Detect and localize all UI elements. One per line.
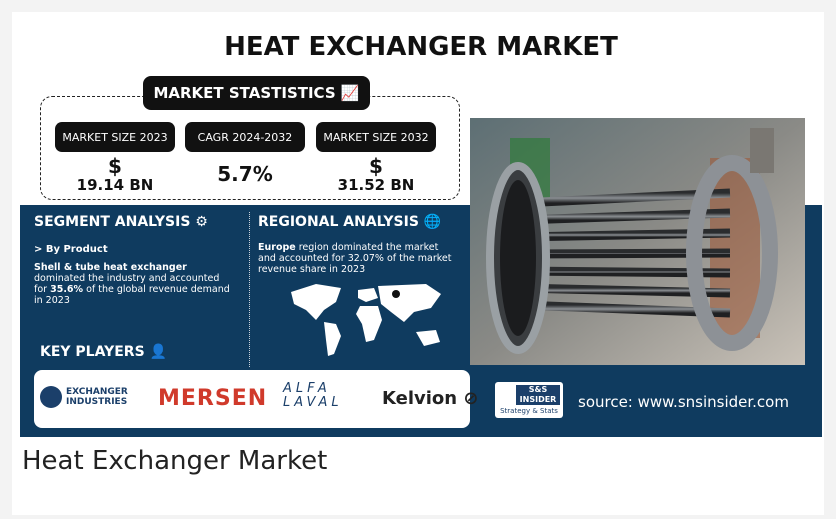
source: source: www.snsinsider.com [578, 393, 789, 411]
stat-label: MARKET SIZE 2032 [316, 122, 436, 152]
brand-tagline: Strategy & Stats [497, 407, 561, 415]
stat-label: CAGR 2024-2032 [185, 122, 305, 152]
caption: Heat Exchanger Market [22, 446, 327, 476]
photo [470, 118, 805, 365]
stat-symbol: $ [316, 154, 436, 178]
stats-heading: MARKET STASTISTICS 📈 [143, 76, 370, 110]
logo-kelvion: Kelvion ⊘ [382, 388, 478, 409]
text-run: Europe [258, 242, 296, 253]
title: HEAT EXCHANGER MARKET [20, 32, 822, 62]
stat-symbol: $ [55, 154, 175, 178]
logo-icon [40, 386, 62, 408]
page: HEAT EXCHANGER MARKET MARKET STASTISTICS… [0, 0, 836, 519]
segment-heading: SEGMENT ANALYSIS ⚙ [34, 214, 208, 230]
stat-label: MARKET SIZE 2023 [55, 122, 175, 152]
logo-text: LAVAL [283, 396, 343, 410]
logo-mersen: MERSEN [158, 386, 267, 411]
stats-heading-text: MARKET STASTISTICS [153, 84, 335, 102]
divider [249, 212, 250, 367]
brand-name: S&S INSIDER [516, 385, 560, 405]
text-run: 35.6% [50, 284, 83, 295]
logo-text: Kelvion [382, 388, 457, 409]
stat-value: 5.7% [185, 162, 305, 186]
regional-heading: REGIONAL ANALYSIS 🌐 [258, 214, 441, 230]
segment-heading-text: SEGMENT ANALYSIS [34, 214, 190, 230]
regional-text: Europe region dominated the market and a… [258, 242, 458, 275]
logo-text: INDUSTRIES [66, 397, 128, 407]
segment-text: Shell & tube heat exchanger dominated th… [34, 262, 234, 306]
stat-value: 31.52 BN [316, 176, 436, 194]
logo-text: EXCHANGER [66, 387, 128, 397]
logo-text: ALFA [283, 382, 343, 396]
key-players-heading: KEY PLAYERS 👤 [40, 344, 167, 360]
key-players-heading-text: KEY PLAYERS [40, 344, 145, 360]
segment-subheading: > By Product [34, 244, 108, 255]
regional-heading-text: REGIONAL ANALYSIS [258, 214, 419, 230]
world-map [286, 280, 446, 358]
text-run: Shell & tube heat exchanger [34, 262, 187, 273]
stat-value: 19.14 BN [55, 176, 175, 194]
